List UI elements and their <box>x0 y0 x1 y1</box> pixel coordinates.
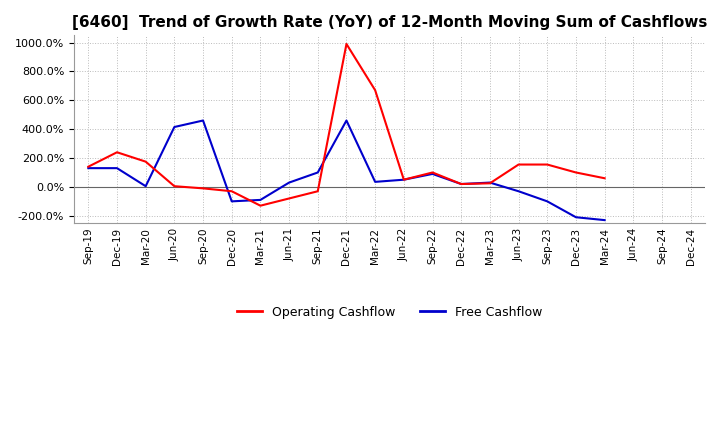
Operating Cashflow <box>543 162 552 167</box>
Line: Free Cashflow: Free Cashflow <box>89 121 605 220</box>
Operating Cashflow <box>400 177 408 182</box>
Free Cashflow <box>428 171 437 176</box>
Free Cashflow <box>342 118 351 123</box>
Free Cashflow <box>514 189 523 194</box>
Title: [6460]  Trend of Growth Rate (YoY) of 12-Month Moving Sum of Cashflows: [6460] Trend of Growth Rate (YoY) of 12-… <box>72 15 707 30</box>
Free Cashflow <box>600 217 609 223</box>
Free Cashflow <box>285 180 294 185</box>
Free Cashflow <box>256 197 265 202</box>
Free Cashflow <box>457 181 466 187</box>
Operating Cashflow <box>600 176 609 181</box>
Operating Cashflow <box>228 189 236 194</box>
Operating Cashflow <box>371 88 379 93</box>
Free Cashflow <box>141 183 150 189</box>
Operating Cashflow <box>342 41 351 47</box>
Operating Cashflow <box>428 170 437 175</box>
Operating Cashflow <box>256 203 265 208</box>
Operating Cashflow <box>141 159 150 164</box>
Operating Cashflow <box>170 183 179 189</box>
Free Cashflow <box>572 215 580 220</box>
Operating Cashflow <box>199 186 207 191</box>
Free Cashflow <box>170 125 179 130</box>
Free Cashflow <box>313 170 322 175</box>
Free Cashflow <box>228 199 236 204</box>
Line: Operating Cashflow: Operating Cashflow <box>89 44 605 205</box>
Operating Cashflow <box>514 162 523 167</box>
Operating Cashflow <box>313 189 322 194</box>
Operating Cashflow <box>457 181 466 187</box>
Operating Cashflow <box>285 196 294 201</box>
Operating Cashflow <box>112 150 121 155</box>
Free Cashflow <box>199 118 207 123</box>
Free Cashflow <box>543 199 552 204</box>
Free Cashflow <box>371 179 379 184</box>
Free Cashflow <box>485 180 494 185</box>
Free Cashflow <box>84 165 93 171</box>
Operating Cashflow <box>485 181 494 186</box>
Legend: Operating Cashflow, Free Cashflow: Operating Cashflow, Free Cashflow <box>232 301 547 323</box>
Free Cashflow <box>400 177 408 182</box>
Operating Cashflow <box>572 170 580 175</box>
Free Cashflow <box>112 165 121 171</box>
Operating Cashflow <box>84 164 93 169</box>
